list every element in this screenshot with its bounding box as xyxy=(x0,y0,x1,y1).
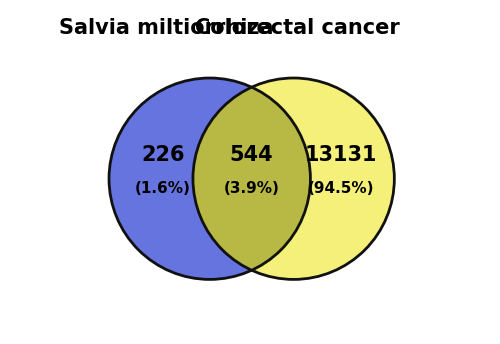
Circle shape xyxy=(109,78,310,279)
Text: (94.5%): (94.5%) xyxy=(308,181,374,196)
Text: 13131: 13131 xyxy=(304,145,377,165)
Text: 544: 544 xyxy=(230,145,274,165)
Circle shape xyxy=(193,78,394,279)
Text: (3.9%): (3.9%) xyxy=(224,181,280,196)
Text: (1.6%): (1.6%) xyxy=(135,181,190,196)
Text: 226: 226 xyxy=(141,145,184,165)
Circle shape xyxy=(109,78,310,279)
Circle shape xyxy=(193,78,394,279)
Text: Salvia miltiorrhiza: Salvia miltiorrhiza xyxy=(59,18,274,37)
Text: Colorectal cancer: Colorectal cancer xyxy=(194,18,400,37)
